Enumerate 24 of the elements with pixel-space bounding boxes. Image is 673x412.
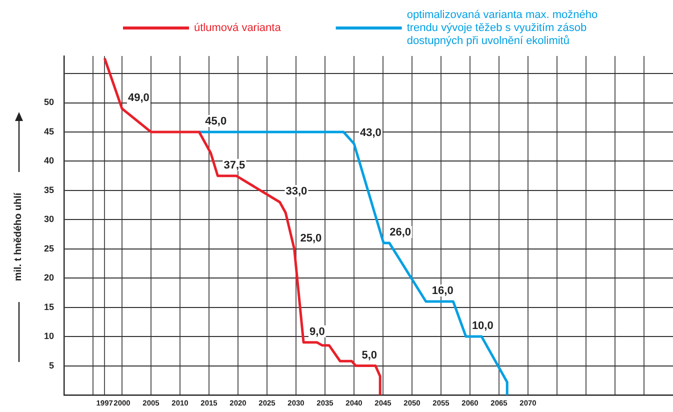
data-label: 10,0 [472,320,494,332]
data-label: 26,0 [390,226,412,239]
y-tick-label: 50 [44,97,54,108]
data-label: 16,0 [432,285,454,298]
y-tick-label: 5 [48,360,54,370]
data-label: 37,5 [224,159,246,172]
y-tick-label: 20 [44,272,54,283]
data-label: 25,0 [300,232,322,244]
data-label: 43,0 [360,127,382,140]
y-tick-label: 10 [44,331,54,342]
data-label: 49,0 [128,92,150,104]
y-tick-label: 40 [44,156,54,166]
text: optimalizovaná varianta max. možného trendu vývoje těžeb s využitím zásob dostupných při uvolnění ekolimitů [406,9,598,48]
y-tick-label: 30 [44,214,54,224]
data-label: 45,0 [205,116,227,128]
y-tick-label: 45 [44,126,54,136]
data-label: 5,0 [362,349,378,362]
text: útlumová varianta [194,22,282,34]
y-tick-label: 25 [44,243,54,254]
y-axis-title: mil. t hnědého uhlí [12,192,25,284]
data-label: 9,0 [310,326,325,338]
y-tick-label: 15 [44,302,54,312]
data-label: 33,0 [286,186,308,198]
y-tick-label: 35 [44,184,54,195]
